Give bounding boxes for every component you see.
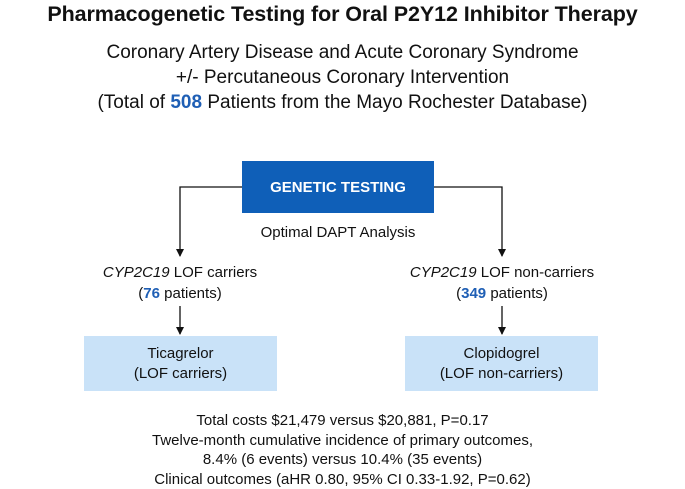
population-line-2: +/- Percutaneous Coronary Intervention bbox=[175, 67, 510, 88]
drug-name: Clopidogrel bbox=[463, 344, 540, 362]
lof-carriers-group: CYP2C19 LOF carriers (76 patients) bbox=[60, 262, 300, 304]
connector-to-non-carriers bbox=[434, 186, 506, 257]
gene-name: CYP2C19 bbox=[409, 264, 477, 281]
count-suffix: patients) bbox=[159, 285, 222, 302]
diagram-title: Pharmacogenetic Testing for Oral P2Y12 I… bbox=[47, 2, 638, 26]
gene-name: CYP2C19 bbox=[102, 264, 170, 281]
population-total-suffix: Patients from the Mayo Rochester Databas… bbox=[202, 92, 588, 113]
total-patient-count: 508 bbox=[170, 92, 203, 113]
outcome-incidence-heading: Twelve-month cumulative incidence of pri… bbox=[152, 431, 533, 449]
population-line-3: (Total of 508 Patients from the Mayo Roc… bbox=[0, 90, 685, 115]
drug-name: Ticagrelor bbox=[147, 344, 214, 362]
outcome-costs: Total costs $21,479 versus $20,881, P=0.… bbox=[196, 412, 489, 429]
count-prefix: ( bbox=[456, 285, 462, 302]
non-carriers-patient-count: 349 bbox=[461, 285, 487, 302]
clopidogrel-box: Clopidogrel (LOF non-carriers) bbox=[405, 336, 598, 391]
outcomes-summary: Total costs $21,479 versus $20,881, P=0.… bbox=[0, 411, 685, 489]
ticagrelor-box: Ticagrelor (LOF carriers) bbox=[84, 336, 277, 391]
dapt-analysis-label: Optimal DAPT Analysis bbox=[260, 224, 416, 241]
lof-non-carriers-count: (349 patients) bbox=[382, 283, 622, 304]
population-line-1: Coronary Artery Disease and Acute Corona… bbox=[106, 42, 579, 63]
genetic-testing-label: GENETIC TESTING bbox=[270, 178, 406, 196]
drug-group: (LOF carriers) bbox=[133, 364, 228, 382]
lof-carriers-label: CYP2C19 LOF carriers bbox=[60, 262, 300, 283]
population-description: Coronary Artery Disease and Acute Corona… bbox=[0, 40, 685, 115]
lof-carriers-count: (76 patients) bbox=[60, 283, 300, 304]
group-label-text: LOF carriers bbox=[169, 264, 258, 281]
carriers-patient-count: 76 bbox=[143, 285, 160, 302]
group-label-text: LOF non-carriers bbox=[476, 264, 595, 281]
lof-non-carriers-group: CYP2C19 LOF non-carriers (349 patients) bbox=[382, 262, 622, 304]
lof-non-carriers-label: CYP2C19 LOF non-carriers bbox=[382, 262, 622, 283]
outcome-incidence-values: 8.4% (6 events) versus 10.4% (35 events) bbox=[202, 451, 483, 468]
connector-to-carriers bbox=[176, 186, 242, 257]
genetic-testing-box: GENETIC TESTING bbox=[242, 161, 434, 213]
population-total-prefix: (Total of bbox=[97, 92, 171, 113]
count-suffix: patients) bbox=[486, 285, 548, 302]
count-prefix: ( bbox=[138, 285, 144, 302]
outcome-clinical: Clinical outcomes (aHR 0.80, 95% CI 0.33… bbox=[154, 470, 531, 488]
drug-group: (LOF non-carriers) bbox=[439, 364, 564, 382]
